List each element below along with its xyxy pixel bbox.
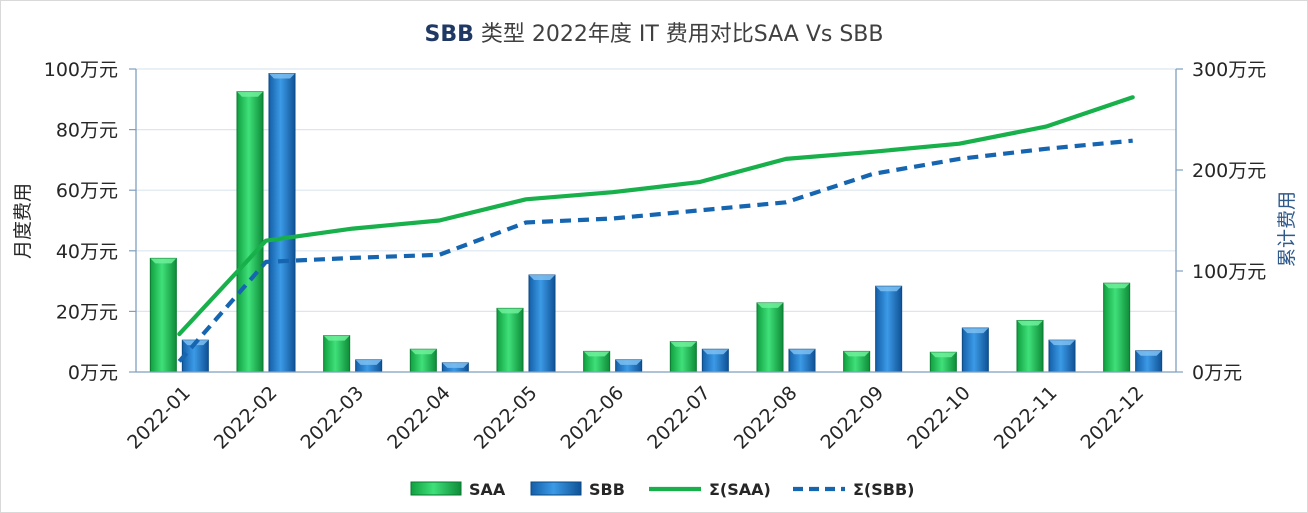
bar-bevel xyxy=(150,258,177,264)
bar-sbb xyxy=(1048,339,1076,373)
line-sum-sbb xyxy=(177,138,1133,363)
bar-saa xyxy=(496,307,524,373)
y-tick-label: 0万元 xyxy=(68,362,118,384)
bar-sbb xyxy=(875,285,903,373)
x-tick-label: 2022-08 xyxy=(730,382,802,454)
bar-bevel xyxy=(323,335,350,341)
legend-swatch xyxy=(410,481,462,496)
bar-bevel xyxy=(355,359,382,365)
bar-bevel xyxy=(789,349,815,355)
y-tick-label: 20万元 xyxy=(56,301,118,323)
x-tick-label: 2022-01 xyxy=(123,382,195,454)
x-tick-label: 2022-05 xyxy=(470,382,542,454)
gridlines xyxy=(136,68,1176,312)
x-tick-label: 2022-11 xyxy=(990,382,1062,454)
x-tick-label: 2022-06 xyxy=(557,382,629,454)
x-tick-label: 2022-07 xyxy=(643,382,715,454)
bar-bevel xyxy=(1017,320,1043,326)
bar-bevel xyxy=(442,362,469,368)
bar-bevel xyxy=(843,351,870,357)
x-tick-label: 2022-03 xyxy=(297,382,369,454)
y-tick-label: 100万元 xyxy=(44,59,118,81)
y2-axis-title: 累计费用 xyxy=(1276,191,1298,267)
x-tick-label: 2022-04 xyxy=(383,382,455,454)
bar-bevel xyxy=(583,351,610,357)
chart-title-prefix: SBB xyxy=(424,22,473,47)
legend-label: SAA xyxy=(469,480,506,499)
legend-swatch xyxy=(530,481,582,496)
bar-saa xyxy=(1016,319,1044,373)
legend-label: Σ(SBB) xyxy=(853,480,914,499)
bar-saa xyxy=(323,335,351,373)
legend: SAA SBB Σ(SAA) Σ(SBB) xyxy=(410,480,914,499)
y-tick-label: 80万元 xyxy=(56,120,118,142)
cumulative-lines xyxy=(177,95,1135,363)
bar-saa xyxy=(1103,282,1131,373)
bar-bevel xyxy=(1103,283,1130,289)
bar-bevel xyxy=(875,286,902,292)
legend-label: SBB xyxy=(589,480,625,499)
x-tick-label: 2022-09 xyxy=(817,382,889,454)
x-tick-label: 2022-10 xyxy=(903,382,975,454)
legend-label: Σ(SAA) xyxy=(709,480,771,499)
y2-tick-label: 300万元 xyxy=(1192,59,1266,81)
line-sum-saa xyxy=(177,95,1135,337)
bar-bevel xyxy=(702,349,729,355)
bar-saa xyxy=(236,91,264,373)
bar-bevel xyxy=(930,352,957,358)
bar-sbb xyxy=(268,73,296,373)
bar-saa xyxy=(149,257,177,373)
bar-bevel xyxy=(237,91,263,97)
bar-bevel xyxy=(962,328,989,334)
y2-tick-label: 100万元 xyxy=(1192,261,1266,283)
x-tick-label: 2022-02 xyxy=(210,382,282,454)
y-axis-title: 月度费用 xyxy=(12,183,34,259)
bars xyxy=(149,73,1163,373)
bar-bevel xyxy=(757,302,783,308)
x-tick-label: 2022-12 xyxy=(1077,382,1149,454)
chart-title: SBB 类型 2022年度 IT 费用对比SAA Vs SBB xyxy=(424,22,883,47)
y2-tick-label: 200万元 xyxy=(1192,160,1266,182)
bar-bevel xyxy=(1049,340,1075,346)
bar-bevel xyxy=(269,73,295,79)
y-tick-label: 40万元 xyxy=(56,241,118,263)
bar-bevel xyxy=(410,349,437,355)
bar-bevel xyxy=(1135,350,1162,356)
y-tick-label: 60万元 xyxy=(56,180,118,202)
bar-sbb xyxy=(961,327,989,373)
bar-bevel xyxy=(529,275,555,281)
bar-bevel xyxy=(670,341,697,347)
bar-bevel xyxy=(497,308,523,314)
axes: 0万元 20万元 40万元 60万元 80万元 100万元 0万元 100万元 200万元 300… xyxy=(44,59,1267,454)
bar-bevel xyxy=(615,359,642,365)
chart-title-rest: 类型 2022年度 IT 费用对比SAA Vs SBB xyxy=(474,22,884,47)
bar-saa xyxy=(756,302,784,373)
bar-sbb xyxy=(528,274,556,373)
y2-tick-label: 0万元 xyxy=(1192,362,1242,384)
